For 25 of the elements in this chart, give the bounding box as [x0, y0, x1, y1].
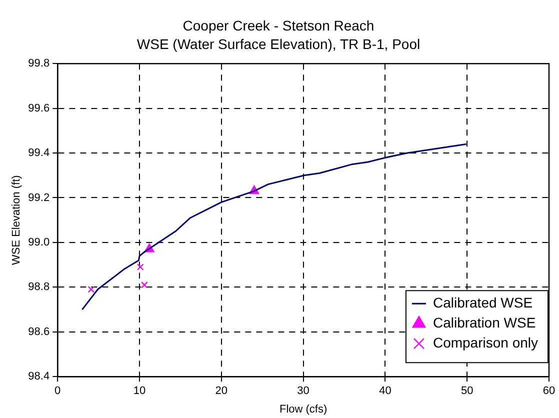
y-tick-label: 98.8	[28, 281, 50, 294]
x-axis-title: Flow (cfs)	[279, 403, 328, 416]
y-tick-label: 99.2	[28, 192, 50, 204]
x-tick-label: 60	[542, 385, 556, 398]
x-tick-label: 40	[379, 385, 392, 398]
legend-label: Calibration WSE	[432, 314, 536, 330]
y-axis-title: WSE Elevation (ft)	[10, 175, 23, 266]
legend-label: Calibrated WSE	[432, 294, 533, 310]
legend-label: Comparison only	[432, 334, 538, 350]
x-tick-label: 30	[297, 385, 310, 398]
x-tick-label: 0	[54, 385, 61, 398]
point	[136, 264, 144, 270]
y-tick-label: 99.4	[28, 147, 50, 160]
y-tick-label: 98.4	[28, 370, 50, 383]
x-tick-label: 20	[215, 385, 228, 398]
x-tick-label: 10	[133, 385, 146, 398]
y-tick-label: 98.6	[28, 326, 50, 338]
point	[140, 282, 148, 288]
y-tick-label: 99.0	[28, 236, 50, 248]
chart-title: Cooper Creek - Stetson Reach	[182, 17, 374, 34]
y-tick-label: 99.8	[28, 58, 50, 70]
y-tick-label: 99.6	[28, 102, 50, 114]
point	[88, 286, 95, 293]
x-tick-label: 50	[460, 385, 474, 398]
chart-subtitle: WSE (Water Surface Elevation), TR B-1, Pool	[136, 36, 420, 52]
